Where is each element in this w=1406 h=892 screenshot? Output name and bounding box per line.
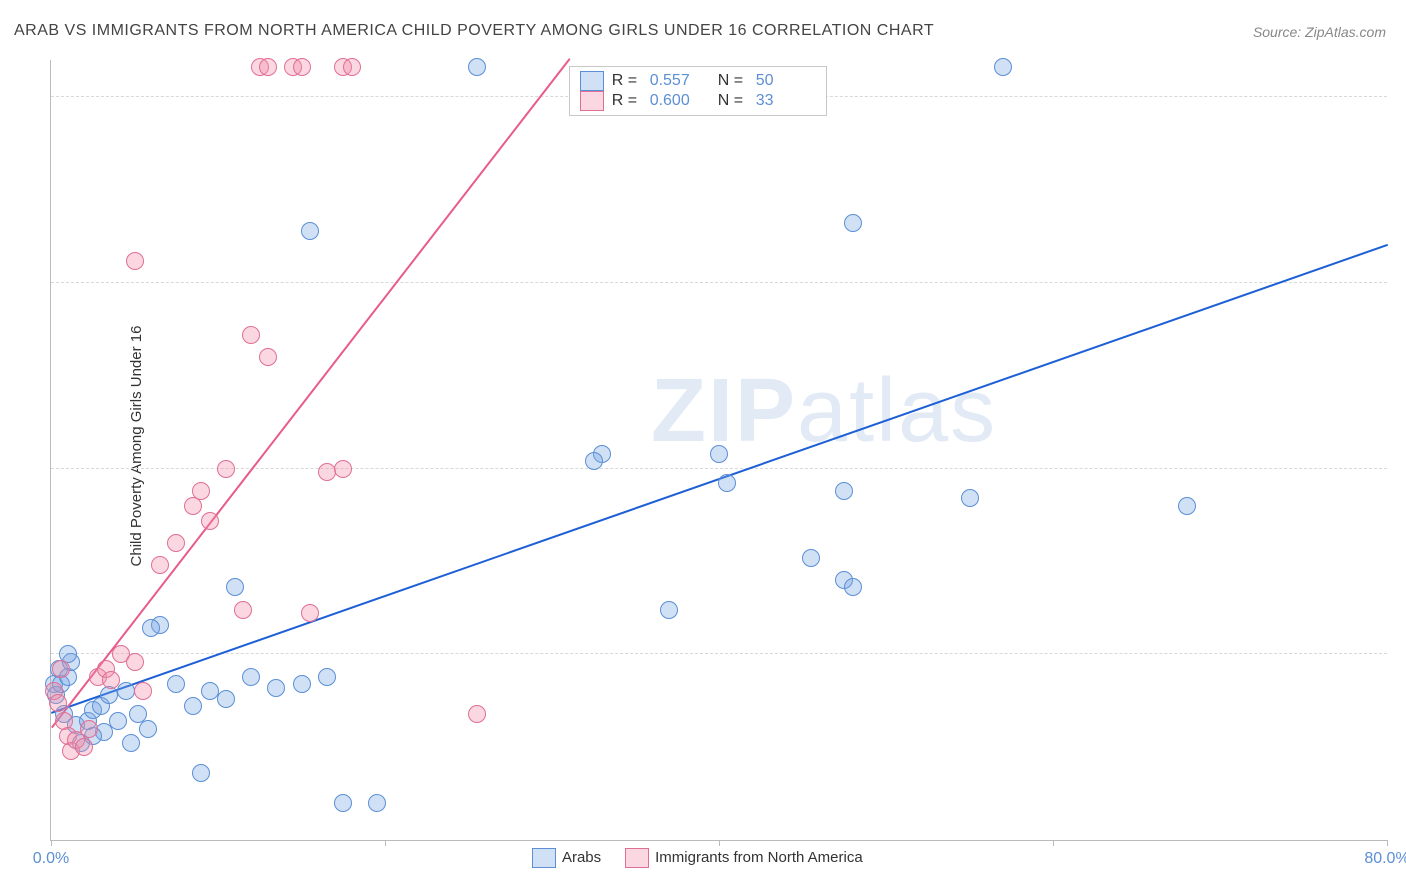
x-tick-label: 0.0% bbox=[33, 850, 69, 868]
data-point bbox=[293, 58, 311, 76]
data-point bbox=[994, 58, 1012, 76]
data-point bbox=[844, 578, 862, 596]
data-point bbox=[102, 671, 120, 689]
chart-title: ARAB VS IMMIGRANTS FROM NORTH AMERICA CH… bbox=[14, 22, 934, 40]
series-legend: Arabs Immigrants from North America bbox=[532, 848, 863, 868]
data-point bbox=[201, 512, 219, 530]
data-point bbox=[259, 348, 277, 366]
r-label: R = bbox=[612, 92, 642, 110]
n-label: N = bbox=[718, 92, 748, 110]
data-point bbox=[142, 619, 160, 637]
data-point bbox=[718, 474, 736, 492]
n-label: N = bbox=[718, 72, 748, 90]
source-attribution: Source: ZipAtlas.com bbox=[1253, 24, 1386, 40]
data-point bbox=[109, 712, 127, 730]
data-point bbox=[835, 482, 853, 500]
x-tick bbox=[51, 840, 52, 846]
data-point bbox=[301, 604, 319, 622]
legend-swatch bbox=[580, 71, 604, 91]
data-point bbox=[334, 794, 352, 812]
legend-label: Immigrants from North America bbox=[655, 849, 863, 866]
data-point bbox=[1178, 497, 1196, 515]
data-point bbox=[961, 489, 979, 507]
data-point bbox=[259, 58, 277, 76]
legend-swatch bbox=[625, 848, 649, 868]
data-point bbox=[226, 578, 244, 596]
data-point bbox=[217, 460, 235, 478]
data-point bbox=[49, 694, 67, 712]
trend-line bbox=[51, 58, 570, 728]
data-point bbox=[301, 222, 319, 240]
legend-item: Immigrants from North America bbox=[625, 848, 863, 868]
data-point bbox=[267, 679, 285, 697]
r-value: 0.600 bbox=[650, 92, 710, 110]
data-point bbox=[126, 653, 144, 671]
x-tick bbox=[1387, 840, 1388, 846]
n-value: 33 bbox=[756, 92, 816, 110]
data-point bbox=[151, 556, 169, 574]
gridline bbox=[51, 282, 1387, 283]
data-point bbox=[802, 549, 820, 567]
data-point bbox=[192, 482, 210, 500]
legend-swatch bbox=[580, 91, 604, 111]
data-point bbox=[343, 58, 361, 76]
data-point bbox=[80, 720, 98, 738]
n-value: 50 bbox=[756, 72, 816, 90]
data-point bbox=[122, 734, 140, 752]
data-point bbox=[184, 697, 202, 715]
data-point bbox=[318, 463, 336, 481]
watermark: ZIPatlas bbox=[651, 360, 997, 463]
data-point bbox=[660, 601, 678, 619]
data-point bbox=[242, 668, 260, 686]
data-point bbox=[334, 460, 352, 478]
data-point bbox=[75, 738, 93, 756]
data-point bbox=[368, 794, 386, 812]
data-point bbox=[585, 452, 603, 470]
x-tick-label: 80.0% bbox=[1364, 850, 1406, 868]
data-point bbox=[139, 720, 157, 738]
legend-item: Arabs bbox=[532, 848, 601, 868]
r-value: 0.557 bbox=[650, 72, 710, 90]
x-tick bbox=[385, 840, 386, 846]
data-point bbox=[117, 682, 135, 700]
gridline bbox=[51, 653, 1387, 654]
data-point bbox=[318, 668, 336, 686]
legend-swatch bbox=[532, 848, 556, 868]
data-point bbox=[293, 675, 311, 693]
data-point bbox=[134, 682, 152, 700]
data-point bbox=[167, 675, 185, 693]
data-point bbox=[201, 682, 219, 700]
data-point bbox=[710, 445, 728, 463]
data-point bbox=[844, 214, 862, 232]
data-point bbox=[192, 764, 210, 782]
x-tick bbox=[1053, 840, 1054, 846]
correlation-legend: R = 0.557 N = 50 R = 0.600 N = 33 bbox=[569, 66, 827, 116]
data-point bbox=[468, 58, 486, 76]
scatter-plot: ZIPatlas 25.0%50.0%75.0%100.0%0.0%80.0%R… bbox=[50, 60, 1387, 841]
data-point bbox=[217, 690, 235, 708]
x-tick bbox=[719, 840, 720, 846]
data-point bbox=[126, 252, 144, 270]
data-point bbox=[52, 660, 70, 678]
data-point bbox=[234, 601, 252, 619]
data-point bbox=[242, 326, 260, 344]
r-label: R = bbox=[612, 72, 642, 90]
data-point bbox=[468, 705, 486, 723]
data-point bbox=[167, 534, 185, 552]
legend-label: Arabs bbox=[562, 849, 601, 866]
